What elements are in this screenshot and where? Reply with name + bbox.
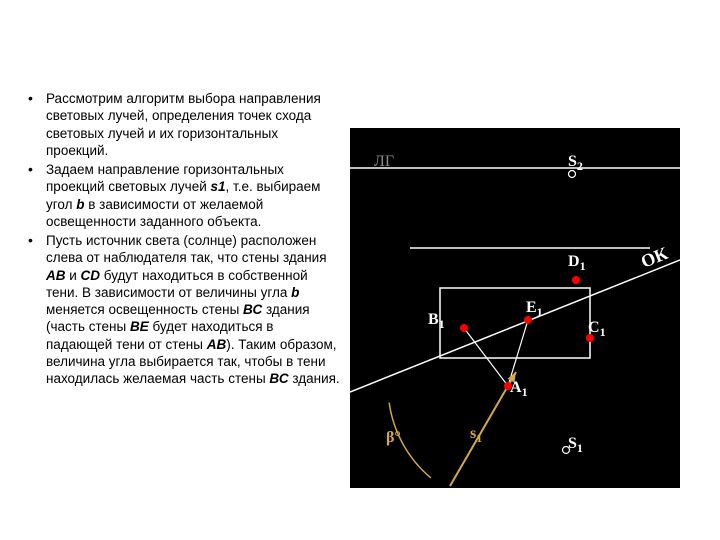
diagram-col: B1D1E1C1A1ЛГОКS2S1β°s1 — [350, 90, 700, 520]
bullet-1: Задаем направление горизонтальных проекц… — [20, 161, 340, 230]
svg-text:ЛГ: ЛГ — [374, 153, 394, 170]
svg-text:β°: β° — [386, 429, 401, 446]
diagram-svg: B1D1E1C1A1ЛГОКS2S1β°s1 — [350, 128, 680, 488]
bullets: Рассмотрим алгоритм выбора направления с… — [20, 90, 340, 388]
bullet-0: Рассмотрим алгоритм выбора направления с… — [20, 90, 340, 159]
geometry-diagram: B1D1E1C1A1ЛГОКS2S1β°s1 — [350, 128, 680, 488]
bullet-list: Рассмотрим алгоритм выбора направления с… — [20, 90, 350, 520]
bullet-2: Пусть источник света (солнце) расположен… — [20, 232, 340, 387]
